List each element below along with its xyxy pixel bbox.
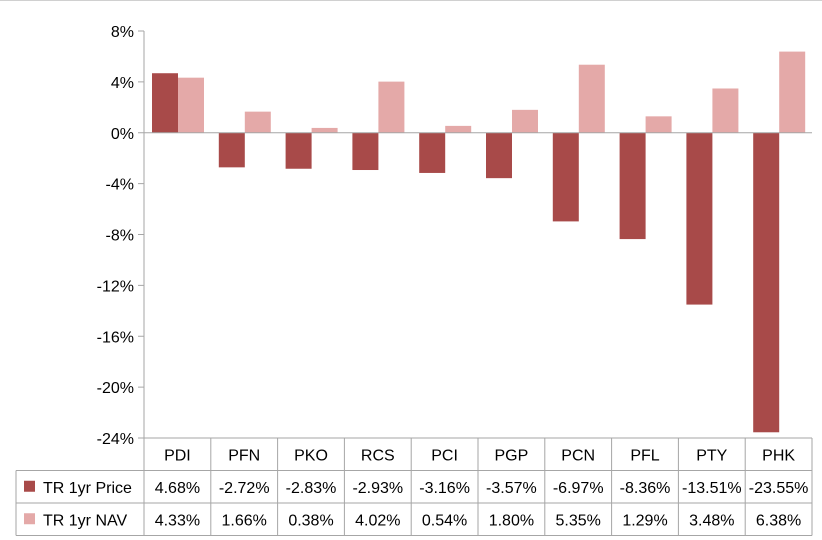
bar-price-pko bbox=[285, 132, 312, 169]
bar-nav-pgp bbox=[512, 109, 538, 133]
category-label: PCI bbox=[431, 447, 458, 464]
category-label: PFL bbox=[630, 447, 659, 464]
bar-nav-pfl bbox=[645, 116, 672, 133]
bar-price-phk bbox=[753, 132, 780, 433]
bar-nav-pty bbox=[712, 88, 739, 133]
category-label: PCN bbox=[561, 447, 595, 464]
data-label: -23.55% bbox=[749, 480, 809, 497]
bar-price-pdi bbox=[152, 73, 178, 133]
data-label: -8.36% bbox=[620, 480, 671, 497]
bar-price-pfn bbox=[218, 132, 245, 168]
data-label: -3.57% bbox=[486, 480, 537, 497]
data-label: 5.35% bbox=[556, 512, 601, 529]
data-label: -6.97% bbox=[553, 480, 604, 497]
bar-nav-phk bbox=[779, 51, 806, 133]
bar-nav-pfn bbox=[244, 111, 271, 133]
data-label: 4.68% bbox=[155, 480, 200, 497]
data-label: -2.93% bbox=[352, 480, 403, 497]
bar-price-pci bbox=[419, 132, 446, 173]
bar-price-pgp bbox=[486, 132, 512, 179]
data-label: -2.72% bbox=[219, 480, 270, 497]
y-tick-label: -16% bbox=[97, 329, 134, 346]
category-label: PDI bbox=[164, 447, 191, 464]
bar-nav-pci bbox=[445, 125, 472, 133]
legend-label: TR 1yr NAV bbox=[43, 512, 127, 529]
bar-nav-pdi bbox=[178, 77, 204, 133]
bar-price-pfl bbox=[619, 132, 646, 240]
category-label: RCS bbox=[361, 447, 395, 464]
y-tick-label: -4% bbox=[106, 177, 134, 194]
data-label: 0.54% bbox=[422, 512, 467, 529]
data-label: -2.83% bbox=[286, 480, 337, 497]
data-label: 1.80% bbox=[489, 512, 534, 529]
y-tick-label: 4% bbox=[111, 75, 134, 92]
category-label: PFN bbox=[228, 447, 260, 464]
data-label: 3.48% bbox=[689, 512, 734, 529]
category-label: PGP bbox=[495, 447, 529, 464]
y-tick-label: 0% bbox=[111, 126, 134, 143]
bar-price-rcs bbox=[352, 132, 379, 171]
category-label: PTY bbox=[696, 447, 727, 464]
bar-price-pty bbox=[686, 132, 713, 305]
legend-label: TR 1yr Price bbox=[43, 480, 132, 497]
bar-price-pcn bbox=[552, 132, 579, 222]
bar-nav-pko bbox=[311, 127, 338, 133]
data-label: 1.29% bbox=[622, 512, 667, 529]
data-label: 0.38% bbox=[288, 512, 333, 529]
data-label: -13.51% bbox=[682, 480, 742, 497]
bar-nav-rcs bbox=[378, 81, 405, 133]
bar-nav-pcn bbox=[578, 64, 605, 133]
category-label: PHK bbox=[762, 447, 795, 464]
data-label: 4.33% bbox=[155, 512, 200, 529]
data-label: 4.02% bbox=[355, 512, 400, 529]
legend-swatch-1 bbox=[24, 513, 35, 525]
legend-swatch-0 bbox=[24, 480, 35, 492]
y-tick-label: -12% bbox=[97, 278, 134, 295]
y-tick-label: -20% bbox=[97, 380, 134, 397]
data-label: 1.66% bbox=[222, 512, 267, 529]
category-label: PKO bbox=[294, 447, 328, 464]
data-label: -3.16% bbox=[419, 480, 470, 497]
y-tick-label: -8% bbox=[106, 228, 134, 245]
data-label: 6.38% bbox=[756, 512, 801, 529]
y-tick-label: -24% bbox=[97, 431, 134, 448]
y-tick-label: 8% bbox=[111, 24, 134, 41]
